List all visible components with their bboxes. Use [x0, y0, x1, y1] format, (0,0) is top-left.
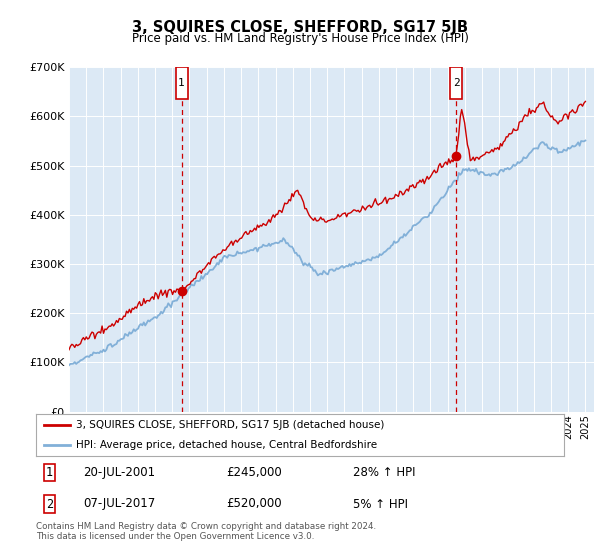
Text: 07-JUL-2017: 07-JUL-2017: [83, 497, 156, 511]
Text: Price paid vs. HM Land Registry's House Price Index (HPI): Price paid vs. HM Land Registry's House …: [131, 32, 469, 45]
Text: 1: 1: [46, 466, 53, 479]
Text: 3, SQUIRES CLOSE, SHEFFORD, SG17 5JB: 3, SQUIRES CLOSE, SHEFFORD, SG17 5JB: [132, 20, 468, 35]
Text: 2: 2: [453, 78, 460, 88]
Text: 1: 1: [178, 78, 185, 88]
Text: 20-JUL-2001: 20-JUL-2001: [83, 466, 155, 479]
Text: 2: 2: [46, 497, 53, 511]
Text: £245,000: £245,000: [226, 466, 282, 479]
Text: 5% ↑ HPI: 5% ↑ HPI: [353, 497, 408, 511]
Text: £520,000: £520,000: [226, 497, 282, 511]
Text: 3, SQUIRES CLOSE, SHEFFORD, SG17 5JB (detached house): 3, SQUIRES CLOSE, SHEFFORD, SG17 5JB (de…: [76, 420, 384, 430]
FancyBboxPatch shape: [451, 67, 463, 99]
Text: Contains HM Land Registry data © Crown copyright and database right 2024.
This d: Contains HM Land Registry data © Crown c…: [36, 522, 376, 542]
FancyBboxPatch shape: [176, 67, 188, 99]
Text: HPI: Average price, detached house, Central Bedfordshire: HPI: Average price, detached house, Cent…: [76, 440, 377, 450]
Text: 28% ↑ HPI: 28% ↑ HPI: [353, 466, 415, 479]
